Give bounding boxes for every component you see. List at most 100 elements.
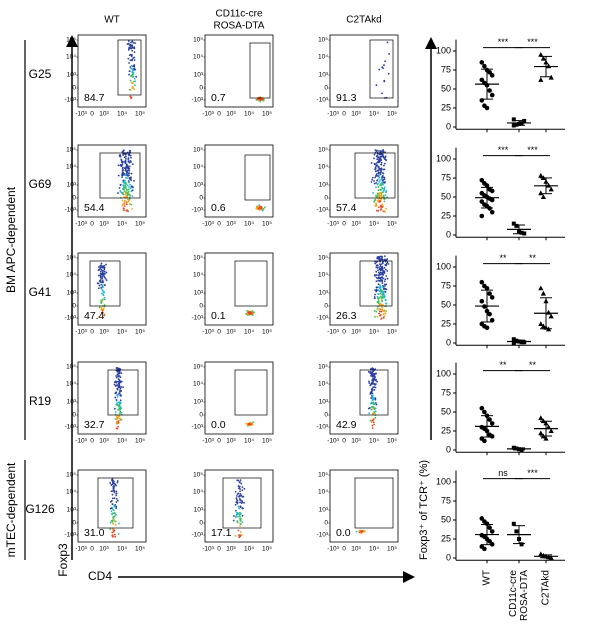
event-dot <box>373 373 376 375</box>
event-dot <box>131 208 134 210</box>
event-dot <box>384 288 387 290</box>
event-dot <box>116 367 119 369</box>
significance-label: ** <box>529 253 537 263</box>
data-point <box>538 321 544 326</box>
event-dot <box>373 162 376 165</box>
flow-x-tick-label: 0 <box>342 111 346 118</box>
event-dot <box>102 298 104 301</box>
data-point <box>540 290 546 296</box>
event-dot <box>98 306 101 309</box>
flow-x-tick-label: -10³ <box>75 329 87 336</box>
event-dot <box>375 372 377 375</box>
event-dot <box>380 290 383 293</box>
flow-y-tick-label: 10⁴ <box>318 164 328 171</box>
event-dot <box>127 200 130 203</box>
event-dot <box>372 407 375 410</box>
flow-y-tick-label: 10⁴ <box>66 164 76 171</box>
flow-y-tick-label: 10⁵ <box>193 472 203 479</box>
flow-y-tick-label: 0 <box>72 195 76 202</box>
event-dot <box>127 160 130 163</box>
event-dot <box>377 269 379 272</box>
event-dot <box>120 165 123 168</box>
event-dot <box>235 511 238 514</box>
flow-panel <box>77 34 147 108</box>
data-point <box>489 197 495 203</box>
y-tick-label: 100 <box>436 261 451 271</box>
event-dot <box>117 382 120 385</box>
event-dot <box>119 387 122 390</box>
event-dot <box>113 519 116 521</box>
data-point <box>538 190 544 196</box>
event-dot <box>256 98 259 101</box>
event-dot <box>377 158 379 161</box>
event-dot <box>122 207 125 210</box>
gate <box>107 369 139 416</box>
event-dot <box>117 416 119 419</box>
event-dot <box>251 424 253 426</box>
event-dot <box>378 180 381 183</box>
flow-x-tick-label: -10³ <box>327 546 339 553</box>
event-dot <box>110 510 113 513</box>
event-dot <box>112 536 114 538</box>
event-dot <box>121 163 124 165</box>
flow-y-tick-label: -10³ <box>191 97 203 104</box>
data-point <box>519 542 524 547</box>
flow-x-tick-label: 0 <box>217 546 221 553</box>
event-dot <box>110 519 113 522</box>
event-dot <box>374 316 376 318</box>
flow-y-tick-label: -10³ <box>316 424 328 431</box>
data-point <box>548 313 554 319</box>
event-dot <box>124 193 127 196</box>
event-dot <box>109 528 112 530</box>
event-dot <box>112 522 115 525</box>
event-dot <box>114 483 117 486</box>
data-point <box>519 230 524 235</box>
flow-x-tick-label: -10³ <box>75 546 87 553</box>
event-dot <box>381 273 384 276</box>
flow-panel <box>204 361 274 435</box>
event-dot <box>382 156 385 159</box>
event-dot <box>374 398 377 401</box>
y-tick-label: 75 <box>441 495 451 505</box>
gate-percentage: 0.0 <box>336 527 351 539</box>
event-dot <box>103 296 106 299</box>
flow-x-tick-label: 10⁴ <box>369 111 379 118</box>
event-dot <box>239 525 241 527</box>
event-dot <box>101 281 104 283</box>
data-point <box>511 337 516 342</box>
column-header: CD11c-cre <box>215 9 262 20</box>
event-dot <box>100 281 102 284</box>
flow-y-tick-label: 10⁵ <box>66 37 76 44</box>
event-dot <box>112 530 115 533</box>
event-dot <box>236 513 239 516</box>
event-dot <box>115 505 118 508</box>
event-dot <box>121 176 123 179</box>
event-dot <box>383 288 385 291</box>
flow-y-tick-label: 10⁴ <box>318 489 328 496</box>
event-dot <box>133 88 136 91</box>
event-dot <box>377 279 379 282</box>
flow-x-tick-label: 0 <box>217 438 221 445</box>
gate-percentage: 47.4 <box>84 310 105 322</box>
event-dot <box>118 187 121 189</box>
event-dot <box>380 163 383 166</box>
row-label: G126 <box>25 502 55 516</box>
event-dot <box>368 412 371 415</box>
event-dot <box>102 274 105 277</box>
event-dot <box>111 531 114 534</box>
data-point <box>487 525 492 530</box>
event-dot <box>123 149 125 152</box>
event-dot <box>239 512 242 514</box>
event-dot <box>127 198 129 201</box>
event-dot <box>236 501 239 504</box>
data-point <box>514 223 519 228</box>
event-dot <box>115 513 117 516</box>
event-dot <box>378 177 381 179</box>
event-dot <box>375 194 377 197</box>
event-dot <box>382 286 384 289</box>
event-dot <box>381 306 384 309</box>
event-dot <box>111 528 114 530</box>
event-dot <box>121 199 124 202</box>
event-dot <box>374 416 377 419</box>
flow-y-tick-label: 10³ <box>194 72 204 79</box>
